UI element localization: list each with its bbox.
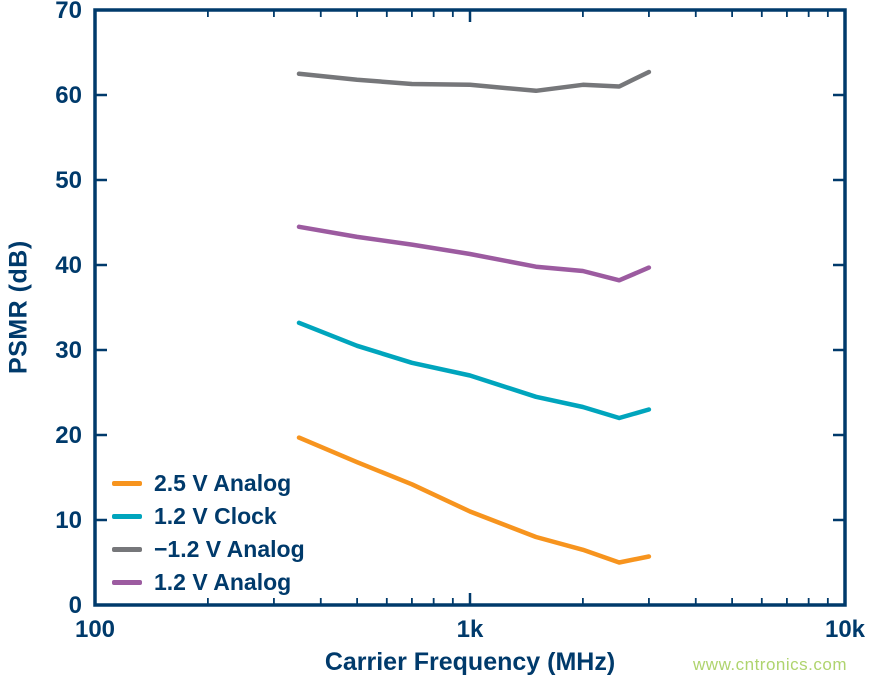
legend-label: 1.2 V Analog xyxy=(154,568,292,595)
legend-label: 1.2 V Clock xyxy=(154,502,277,529)
y-axis-label: PSMR (dB) xyxy=(4,240,33,375)
svg-text:0: 0 xyxy=(69,592,82,619)
svg-text:70: 70 xyxy=(55,0,82,24)
svg-text:40: 40 xyxy=(55,252,82,279)
legend-swatch-2v5-analog xyxy=(112,480,142,486)
svg-text:100: 100 xyxy=(75,616,115,643)
legend-label: −1.2 V Analog xyxy=(154,535,305,562)
legend-swatch-neg1v2-analog xyxy=(112,546,142,552)
legend-item-1v2-clock: 1.2 V Clock xyxy=(112,503,305,529)
legend-item-1v2-analog: 1.2 V Analog xyxy=(112,569,305,595)
svg-text:30: 30 xyxy=(55,337,82,364)
svg-text:10: 10 xyxy=(55,507,82,534)
svg-text:1k: 1k xyxy=(457,616,484,643)
svg-text:60: 60 xyxy=(55,82,82,109)
legend-label: 2.5 V Analog xyxy=(154,469,292,496)
legend-swatch-1v2-analog xyxy=(112,579,142,585)
x-axis-label: Carrier Frequency (MHz) xyxy=(324,648,616,676)
svg-text:50: 50 xyxy=(55,167,82,194)
watermark-text: www.cntronics.com xyxy=(693,655,847,674)
chart-legend: 2.5 V Analog 1.2 V Clock −1.2 V Analog 1… xyxy=(112,470,305,595)
legend-item-neg1v2-analog: −1.2 V Analog xyxy=(112,536,305,562)
svg-text:20: 20 xyxy=(55,422,82,449)
svg-text:10k: 10k xyxy=(825,616,866,643)
legend-item-2v5-analog: 2.5 V Analog xyxy=(112,470,305,496)
legend-swatch-1v2-clock xyxy=(112,513,142,519)
